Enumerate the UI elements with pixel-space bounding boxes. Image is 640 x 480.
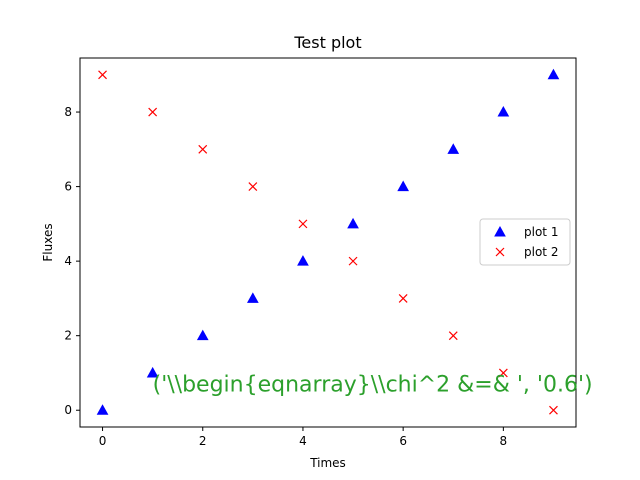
data-point — [447, 143, 460, 154]
x-tick-label: 4 — [299, 434, 307, 448]
data-point — [397, 180, 410, 192]
x-tick-label: 2 — [199, 434, 207, 448]
data-point — [298, 219, 308, 229]
data-point — [198, 144, 208, 154]
data-marks — [96, 68, 560, 415]
legend-label: plot 2 — [524, 245, 558, 259]
data-point — [398, 293, 408, 303]
legend-label: plot 1 — [524, 225, 558, 239]
data-point — [248, 182, 258, 192]
legend-marker — [495, 247, 505, 257]
data-point — [347, 217, 359, 229]
y-tick-label: 6 — [64, 180, 72, 194]
data-point — [549, 405, 558, 415]
y-tick-label: 0 — [64, 403, 72, 417]
data-point — [547, 68, 560, 80]
axes-frame — [79, 57, 577, 428]
data-point — [498, 368, 508, 378]
data-point — [148, 107, 158, 117]
series-1 — [96, 68, 560, 415]
data-point — [96, 404, 109, 415]
data-point — [348, 256, 358, 266]
y-axis-label: Fluxes — [41, 223, 55, 261]
chart-title: Test plot — [293, 33, 361, 52]
x-axis-label: Times — [309, 456, 346, 470]
data-point — [98, 70, 107, 80]
data-point — [146, 366, 159, 378]
annotation-text: ('\\begin{eqnarray}\\chi^2 &=& ', '0.6') — [153, 373, 593, 398]
legend: plot 1 plot 2 — [479, 218, 571, 266]
x-tick-label: 6 — [399, 434, 407, 448]
y-tick-label: 2 — [64, 329, 72, 343]
data-point — [297, 255, 309, 266]
legend-marker — [494, 225, 506, 237]
y-tick-label: 4 — [64, 254, 72, 268]
x-tick-label: 0 — [99, 434, 107, 448]
axis-ticks: 0 2 4 6 8 0 2 4 6 8 — [64, 105, 507, 448]
y-tick-label: 8 — [64, 105, 72, 119]
data-point — [246, 292, 259, 303]
x-tick-label: 8 — [500, 434, 508, 448]
series-2 — [98, 70, 558, 415]
data-point — [448, 331, 458, 341]
data-point — [196, 329, 209, 341]
data-point — [497, 106, 510, 117]
